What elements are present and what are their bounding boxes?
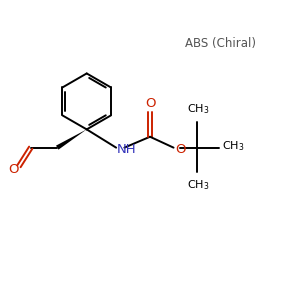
Text: NH: NH	[117, 142, 136, 156]
Text: CH$_3$: CH$_3$	[187, 178, 210, 192]
Polygon shape	[56, 129, 87, 150]
Text: CH$_3$: CH$_3$	[221, 139, 244, 153]
Text: O: O	[8, 163, 19, 176]
Text: CH$_3$: CH$_3$	[187, 102, 210, 116]
Text: ABS (Chiral): ABS (Chiral)	[185, 38, 256, 50]
Text: O: O	[145, 97, 155, 110]
Text: O: O	[175, 143, 185, 156]
